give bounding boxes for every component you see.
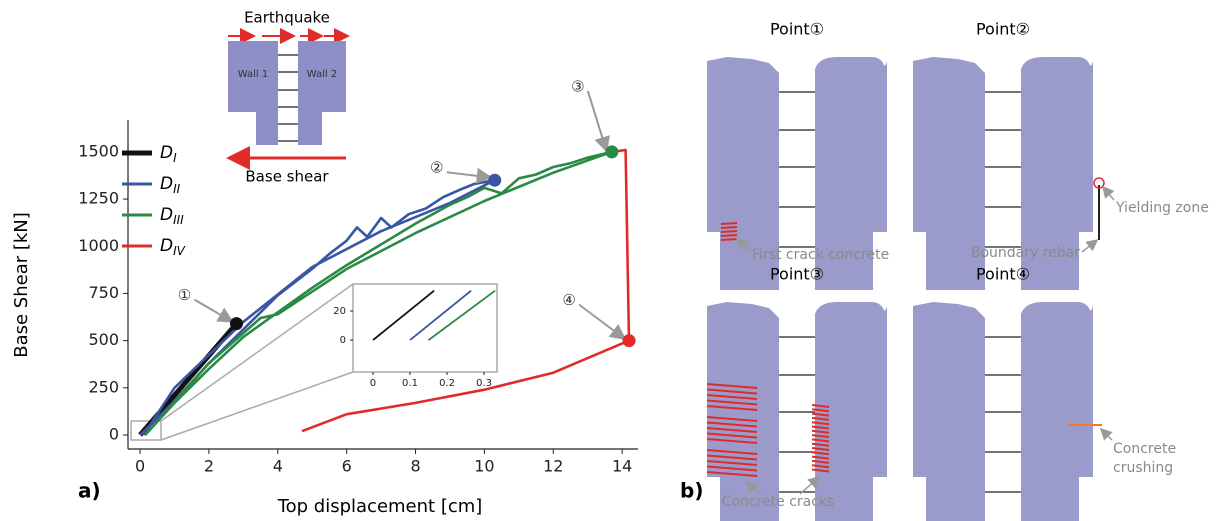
y-axis-title: Base Shear [kN] — [11, 212, 32, 358]
point-label: ② — [430, 159, 443, 177]
panel-label: b) — [680, 479, 703, 503]
label-arrow — [1104, 188, 1114, 200]
x-tick-label: 2 — [204, 456, 214, 475]
legend-label: DIV — [160, 236, 186, 258]
x-tick-label: 4 — [273, 456, 283, 475]
annotation: Yielding zone — [1115, 200, 1209, 216]
point-label: ④ — [562, 291, 575, 309]
annotation: First crack concrete — [752, 247, 889, 263]
crack — [721, 235, 737, 236]
label-arrow — [1102, 430, 1112, 440]
figure: a) b) Top displacement [cm] Base Shear [… — [0, 0, 1220, 521]
x-tick-label: 0.1 — [402, 378, 418, 389]
panel-title: Point④ — [976, 265, 1030, 284]
annotation-arrow — [579, 305, 623, 338]
wall-label: Wall 1 — [238, 69, 268, 80]
annotation: Boundary rebar — [971, 245, 1080, 261]
x-tick-label: 0 — [370, 378, 376, 389]
crack — [721, 227, 737, 228]
schematic-label: Base shear — [245, 168, 329, 186]
legend-label: DIII — [160, 205, 184, 227]
x-tick-label: 12 — [543, 456, 563, 475]
panel-label: a) — [78, 479, 101, 503]
legend-label: DI — [160, 143, 177, 165]
x-tick-label: 10 — [474, 456, 494, 475]
panel-title: Point① — [770, 20, 824, 39]
zoom-line — [161, 284, 353, 421]
crack — [721, 223, 737, 224]
annotation: crushing — [1113, 460, 1173, 476]
panel-title: Point③ — [770, 265, 824, 284]
annotation-arrow — [588, 91, 606, 149]
x-tick-label: 0.2 — [439, 378, 455, 389]
legend-label: DII — [160, 174, 181, 196]
wall-diagram: Point④ — [913, 265, 1093, 521]
point-marker — [623, 334, 636, 347]
label-arrow — [1082, 241, 1096, 252]
y-tick-label: 1000 — [78, 236, 119, 255]
y-tick-label: 750 — [88, 283, 119, 302]
wall — [913, 302, 985, 521]
wall-label: Wall 2 — [307, 69, 337, 80]
point-marker — [605, 145, 618, 158]
schematic-title: Earthquake — [244, 9, 330, 27]
wall-diagram: Point③ — [707, 265, 887, 521]
point-label: ① — [178, 286, 191, 304]
y-tick-label: 250 — [88, 377, 119, 396]
point-label: ③ — [571, 77, 584, 95]
y-tick-label: 0 — [109, 424, 119, 443]
panel-title: Point② — [976, 20, 1030, 39]
x-tick-label: 0 — [135, 456, 145, 475]
y-tick-label: 1250 — [78, 189, 119, 208]
x-tick-label: 8 — [410, 456, 420, 475]
x-tick-label: 0.3 — [476, 378, 492, 389]
x-tick-label: 6 — [342, 456, 352, 475]
crack — [721, 239, 737, 240]
wall — [707, 302, 779, 521]
annotation-arrow — [447, 172, 489, 177]
y-tick-label: 500 — [88, 330, 119, 349]
annotation: Concrete cracks — [722, 494, 835, 510]
annotation-arrow — [194, 300, 230, 321]
point-marker — [488, 174, 501, 187]
y-tick-label: 20 — [333, 306, 346, 317]
y-tick-label: 0 — [340, 335, 346, 346]
crack — [721, 231, 737, 232]
y-tick-label: 1500 — [78, 141, 119, 160]
annotation: Concrete — [1113, 441, 1176, 457]
x-tick-label: 14 — [612, 456, 632, 475]
schematic: Earthquake Wall 1 Wall 2 Base shear — [228, 9, 346, 186]
wall — [1021, 302, 1093, 521]
x-axis-title: Top displacement [cm] — [277, 496, 483, 517]
zoom-line — [161, 372, 353, 440]
point-marker — [230, 317, 243, 330]
